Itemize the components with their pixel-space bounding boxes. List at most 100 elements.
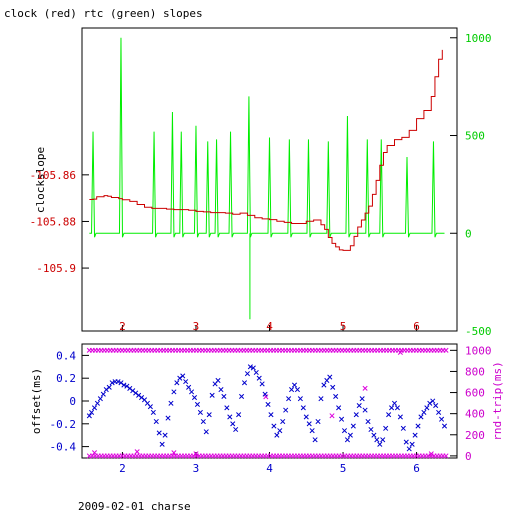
offset-point: [86, 413, 92, 419]
top-x-tick-label: 4: [266, 320, 273, 333]
offset-point: [318, 396, 324, 402]
offset-point: [109, 380, 115, 386]
offset-point: [209, 392, 215, 398]
top-y-axis-label: clockslope: [34, 147, 47, 213]
offset-point: [356, 403, 362, 409]
rnd-trip-point: [193, 451, 199, 457]
bottom-right-tick-label: 600: [465, 387, 485, 400]
offset-point: [294, 387, 300, 393]
offset-point: [94, 400, 100, 406]
offset-point: [333, 393, 339, 399]
offset-point: [306, 421, 312, 427]
offset-point: [153, 418, 159, 425]
offset-point: [309, 428, 315, 434]
bottom-right-tick-label: 0: [465, 450, 472, 463]
top-left-y-axis: -105.86 -105.88 -105.9: [30, 169, 89, 275]
bottom-right-tick-label: 1000: [465, 344, 492, 357]
offset-point: [389, 405, 395, 411]
offset-point: [274, 432, 280, 438]
offset-point: [436, 409, 442, 415]
top-left-tick-label: -105.86: [30, 169, 76, 182]
offset-point: [244, 371, 250, 377]
offset-point: [439, 416, 445, 422]
offset-point: [256, 375, 262, 381]
offset-point: [421, 409, 427, 415]
offset-point: [106, 384, 112, 390]
offset-point: [191, 395, 198, 401]
clock-series-line: [89, 49, 443, 251]
offset-point: [391, 400, 398, 406]
offset-point: [418, 414, 424, 420]
chart-title: clock (red) rtc (green) slopes: [4, 7, 203, 20]
offset-point: [297, 396, 303, 402]
offset-point: [174, 380, 180, 386]
offset-point: [224, 405, 230, 411]
offset-point: [180, 373, 186, 379]
offset-point: [380, 437, 386, 443]
offset-point: [239, 393, 245, 399]
offset-point: [218, 387, 224, 393]
offset-point: [371, 432, 377, 438]
offset-point: [262, 391, 268, 397]
offset-point: [197, 409, 203, 415]
offset-point: [412, 432, 418, 438]
bottom-left-y-axis-label: offset(ms): [30, 368, 43, 434]
offset-point: [221, 393, 227, 399]
offset-point: [259, 381, 265, 387]
offset-point: [394, 405, 400, 411]
top-x-tick-label: 3: [193, 320, 200, 333]
offset-point: [115, 379, 121, 385]
offset-point: [227, 414, 233, 420]
offset-point: [233, 426, 239, 433]
offset-point: [194, 401, 200, 407]
offset-point: [347, 432, 353, 438]
offset-point: [397, 414, 403, 420]
rnd-trip-point: [397, 349, 403, 355]
offset-point: [168, 400, 174, 406]
offset-point: [91, 405, 98, 411]
offset-point: [383, 425, 389, 431]
offset-point: [365, 418, 371, 425]
offset-point: [97, 396, 103, 402]
offset-point: [406, 446, 412, 452]
top-x-tick-label: 6: [413, 320, 420, 333]
offset-point: [291, 382, 298, 388]
bottom-left-y-axis: 0.4 0.2 0 -0.2 -0.4: [50, 349, 89, 454]
offset-point: [253, 369, 259, 376]
offset-point: [300, 405, 306, 411]
rnd-trip-point: [329, 413, 335, 419]
top-x-tick-label: 2: [119, 320, 126, 333]
offset-point: [415, 423, 421, 429]
offset-point: [230, 421, 236, 427]
offset-point: [330, 384, 336, 390]
bottom-left-tick-label: 0.4: [56, 349, 76, 362]
offset-point: [265, 401, 271, 407]
top-right-tick-label: 500: [465, 130, 485, 143]
offset-point: [171, 389, 177, 395]
offset-point: [162, 432, 168, 438]
rnd-trip-point: [428, 451, 434, 457]
offset-point: [377, 441, 383, 447]
bottom-left-tick-label: 0.2: [56, 372, 76, 385]
offset-point: [424, 405, 430, 411]
offset-point: [312, 437, 318, 443]
offset-point: [386, 412, 392, 418]
bottom-x-tick-label: 3: [193, 462, 200, 475]
top-right-tick-label: 0: [465, 227, 472, 240]
offset-point: [100, 391, 106, 397]
offset-point: [353, 412, 359, 418]
offset-point: [339, 416, 345, 422]
top-left-tick-label: -105.9: [36, 262, 76, 275]
top-x-axis: 2 3 4 5 6: [119, 320, 420, 333]
offset-point: [286, 396, 292, 402]
top-right-y-axis: 1000 500 0 -500: [450, 32, 492, 338]
bottom-left-tick-label: -0.4: [50, 441, 77, 454]
bottom-left-tick-label: 0: [69, 395, 76, 408]
footer-caption: 2009-02-01 charse: [78, 500, 191, 512]
bottom-right-tick-label: 200: [465, 429, 485, 442]
offset-point: [403, 439, 409, 445]
offset-point: [156, 430, 162, 436]
offset-point: [368, 426, 374, 433]
top-right-tick-label: 1000: [465, 32, 492, 45]
